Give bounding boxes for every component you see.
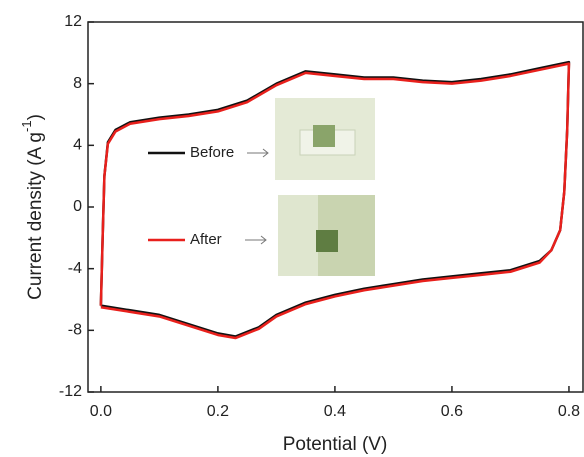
x-axis-label: Potential (V) [283, 434, 388, 455]
x-tick-label: 0.4 [324, 403, 346, 420]
y-axis-label-sup: -1 [19, 120, 34, 132]
y-tick-label: 8 [73, 75, 82, 92]
y-axis-label-end: ) [25, 114, 46, 120]
photo-film [316, 230, 338, 252]
y-tick-label: 0 [73, 198, 82, 215]
legend-label: After [190, 231, 222, 248]
arrow-head [260, 235, 267, 245]
y-tick-label: 4 [73, 137, 82, 154]
x-tick-label: 0.0 [90, 403, 112, 420]
series-line [99, 62, 571, 340]
photo-hand [278, 195, 318, 276]
photo-film [313, 125, 335, 147]
x-tick-label: 0.8 [558, 403, 580, 420]
x-tick-label: 0.2 [207, 403, 229, 420]
y-axis-label-main: Current density (A g [25, 132, 46, 300]
y-tick-label: -12 [59, 383, 82, 400]
y-axis-label: Current density (A g-1) [19, 114, 46, 300]
arrow-head [262, 148, 269, 158]
legend-label: Before [190, 144, 234, 161]
y-tick-label: 12 [64, 13, 82, 30]
x-tick-label: 0.6 [441, 403, 463, 420]
y-tick-label: -8 [68, 322, 82, 339]
y-tick-label: -4 [68, 260, 82, 277]
